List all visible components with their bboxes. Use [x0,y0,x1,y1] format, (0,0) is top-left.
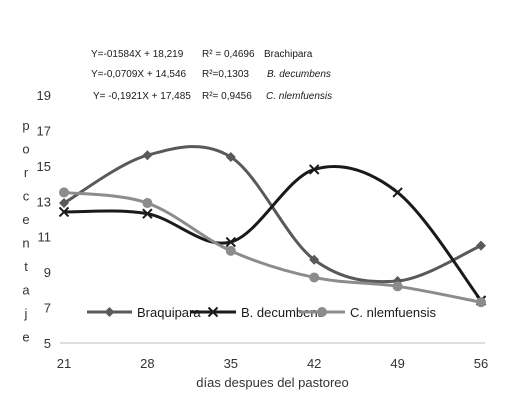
equation-2-label: B. decumbens [267,69,331,80]
y-tick-label: 15 [37,159,51,174]
x-tick-label: 35 [224,356,238,371]
legend-item-2: B. decumbens [190,305,325,320]
series-2-line [62,165,483,302]
series-layer [58,145,487,308]
legend-marker [317,307,327,317]
legend-label: B. decumbens [241,305,325,320]
y-tick-label: 13 [37,194,51,209]
equation-1-r2: R² = 0,4696 [202,49,255,60]
legend-label: C. nlemfuensis [350,305,436,320]
legend: Braquipara B. decumbens C. nlemfuensis [87,305,436,320]
y-tick-label: 17 [37,123,51,138]
series-1-point [476,240,486,251]
series-1-point [309,254,320,265]
y-axis-ticks: 5 7 9 11 13 15 17 19 [37,88,51,351]
equation-3-r2: R²= 0,9456 [202,91,252,102]
series-3-point [309,272,320,283]
series-3-point [225,245,236,256]
series-3 [59,187,486,308]
series-2-point [225,236,237,248]
series-1-point [142,150,153,161]
equation-3-label: C. nlemfuensis [266,91,332,102]
series-3-point [59,187,69,198]
x-tick-label: 42 [307,356,321,371]
y-tick-label: 5 [44,336,51,351]
series-2-point [58,206,70,218]
x-tick-label: 49 [390,356,404,371]
y-tick-label: 19 [37,88,51,103]
series-1-point [59,198,69,209]
legend-marker [104,307,115,317]
series-2-point [142,208,153,219]
series-2 [58,164,487,306]
equation-1: Y=-01584X + 18,219 [91,49,184,60]
x-tick-label: 21 [57,356,71,371]
y-tick-label: 9 [44,265,51,280]
legend-item-1: Braquipara [87,305,201,320]
series-3-point [476,297,486,308]
y-tick-label: 7 [44,301,51,316]
series-3-point [142,198,153,209]
equation-2: Y=-0,0709X + 14,546 [91,69,187,80]
x-axis-ticks: 21 28 35 42 49 56 [57,356,488,371]
legend-label: Braquipara [137,305,201,320]
legend-item-3: C. nlemfuensis [299,305,436,320]
x-axis-title: días despues del pastoreo [196,375,349,390]
series-3-line [62,190,483,304]
equation-2-r2: R²=0,1303 [202,69,249,80]
equation-1-label: Brachipara [264,49,313,60]
series-3-point [392,281,403,292]
series-1-point [225,152,236,162]
legend-marker [207,306,219,318]
series-2-point [308,164,320,175]
equation-3: Y= -0,1921X + 17,485 [93,91,191,102]
regression-equations: Y=-01584X + 18,219 R² = 0,4696 Brachipar… [91,49,332,102]
series-2-point [392,187,403,198]
x-tick-label: 56 [474,356,488,371]
x-tick-label: 28 [140,356,154,371]
y-tick-label: 11 [38,230,52,245]
